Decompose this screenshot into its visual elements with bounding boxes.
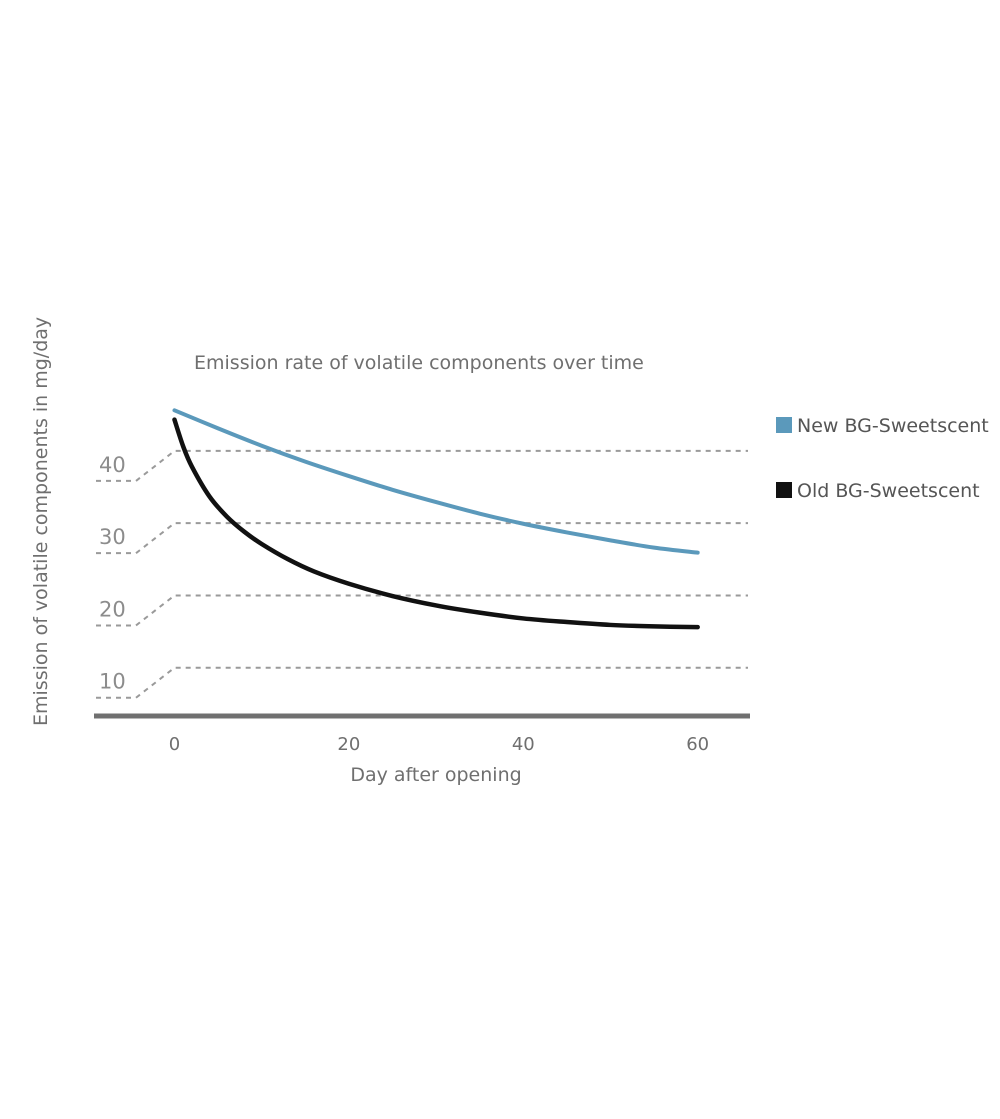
gridline xyxy=(96,449,748,482)
legend-swatch xyxy=(776,417,792,433)
gridline xyxy=(96,594,748,627)
y-tick-labels: 10 20 30 40 xyxy=(99,453,126,694)
x-tick-label: 40 xyxy=(512,734,535,755)
gridline xyxy=(96,666,748,699)
series-line-old xyxy=(172,417,700,630)
series-line-new xyxy=(172,408,700,555)
x-tick-label: 0 xyxy=(169,734,180,755)
x-tick-label: 60 xyxy=(686,734,709,755)
chart-title: Emission rate of volatile components ove… xyxy=(194,352,644,374)
y-tick-label: 40 xyxy=(99,453,126,477)
gridline xyxy=(96,522,748,555)
series-lines xyxy=(172,408,700,630)
legend-label: New BG-Sweetscent xyxy=(797,415,989,437)
legend-label: Old BG-Sweetscent xyxy=(797,480,980,502)
y-axis-label: Emission of volatile components in mg/da… xyxy=(30,317,52,726)
legend: New BG-Sweetscent Old BG-Sweetscent xyxy=(776,415,989,502)
legend-swatch xyxy=(776,482,792,498)
gridlines xyxy=(96,449,748,699)
y-tick-label: 10 xyxy=(99,670,126,694)
x-tick-labels: 0 20 40 60 xyxy=(169,734,709,755)
y-tick-label: 20 xyxy=(99,597,126,621)
x-tick-label: 20 xyxy=(337,734,360,755)
x-axis-label: Day after opening xyxy=(350,764,521,786)
y-tick-label: 30 xyxy=(99,525,126,549)
